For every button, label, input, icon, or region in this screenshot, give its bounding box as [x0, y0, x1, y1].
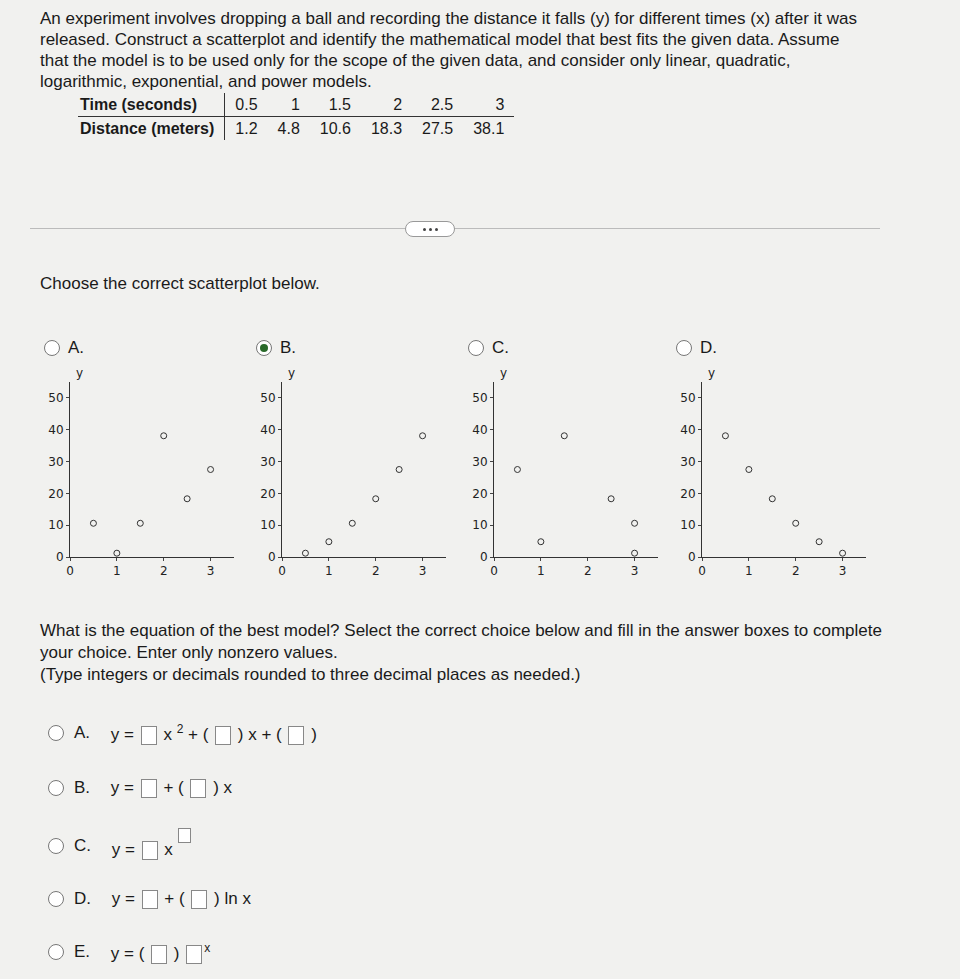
html-text:A.: A. — [68, 338, 85, 357]
html-text:) x: ) x — [208, 778, 237, 797]
svg-text:10: 10 — [260, 518, 275, 532]
html-text:10.6: 10.6 — [319, 120, 351, 137]
html-text:1.5: 1.5 — [328, 96, 351, 113]
html-text:) x + (: ) x + ( — [233, 724, 287, 744]
svg-text:2: 2 — [584, 564, 592, 578]
html-text:27.5: 27.5 — [422, 120, 454, 137]
html-text:y = (: y = ( — [106, 943, 149, 963]
svg-text:3: 3 — [419, 564, 427, 578]
html-text:x2+ (: x2+ ( — [158, 722, 214, 744]
html-text:18.3: 18.3 — [370, 120, 403, 137]
svg-text:20: 20 — [472, 487, 487, 501]
svg-text:50: 50 — [48, 391, 63, 405]
html-text:x: x — [159, 839, 178, 859]
html-text:0.5: 0.5 — [235, 96, 258, 113]
html-text:B.: B. — [280, 338, 297, 357]
svg-text:3: 3 — [207, 564, 215, 578]
svg-text:30: 30 — [48, 455, 63, 469]
svg-text:3: 3 — [631, 564, 639, 578]
svg-text:0: 0 — [278, 564, 286, 578]
html-text:(Type integers or decimals rou: (Type integers or decimals rounded to th… — [40, 665, 581, 684]
html-text:1.2: 1.2 — [235, 120, 258, 137]
svg-text:1: 1 — [537, 564, 545, 578]
svg-text:50: 50 — [680, 391, 695, 405]
html-text:A.: A. — [74, 723, 91, 743]
html-text:Distance (meters): Distance (meters) — [80, 120, 215, 137]
svg-text:30: 30 — [260, 455, 275, 469]
svg-text:1: 1 — [113, 564, 121, 578]
svg-text:20: 20 — [48, 487, 63, 501]
svg-text:1: 1 — [745, 564, 753, 578]
svg-text:20: 20 — [260, 487, 275, 501]
svg-text:10: 10 — [48, 518, 63, 532]
html-text:2: 2 — [393, 96, 403, 113]
html-text:4.8: 4.8 — [277, 120, 300, 137]
svg-text:y: y — [288, 366, 295, 380]
svg-text:0: 0 — [268, 550, 276, 564]
html-text:What is the equation of the be: What is the equation of the best model? … — [40, 621, 882, 662]
svg-text:2: 2 — [372, 564, 380, 578]
svg-text:50: 50 — [472, 391, 487, 405]
html-text:1: 1 — [290, 96, 300, 113]
html-text:3: 3 — [495, 96, 505, 113]
html-text:Choose the correct scatterplot: Choose the correct scatterplot below. — [40, 274, 320, 293]
html-text:y =: y = — [106, 778, 139, 797]
html-text:C.: C. — [492, 338, 509, 357]
svg-text:2: 2 — [160, 564, 168, 578]
html-text:38.1: 38.1 — [473, 120, 505, 137]
html-text:y =: y = — [107, 839, 140, 859]
html-text:E.: E. — [74, 942, 91, 962]
svg-text:y: y — [76, 366, 83, 380]
svg-text:0: 0 — [698, 564, 706, 578]
svg-text:40: 40 — [680, 423, 695, 437]
svg-text:10: 10 — [472, 518, 487, 532]
svg-text:10: 10 — [680, 518, 695, 532]
html-text:x: x — [204, 941, 211, 955]
svg-text:y: y — [708, 366, 715, 380]
svg-text:40: 40 — [260, 423, 275, 437]
html-text:An experiment involves droppin: An experiment involves dropping a ball a… — [40, 9, 857, 91]
html-text:D.: D. — [700, 338, 717, 357]
svg-text:40: 40 — [48, 423, 63, 437]
svg-text:20: 20 — [680, 487, 695, 501]
html-text:Time (seconds): Time (seconds) — [80, 96, 198, 113]
svg-text:50: 50 — [260, 391, 275, 405]
svg-text:1: 1 — [325, 564, 333, 578]
svg-text:0: 0 — [480, 550, 488, 564]
html-text:C.: C. — [74, 836, 91, 856]
svg-text:0: 0 — [66, 564, 74, 578]
html-text:2.5: 2.5 — [431, 96, 454, 113]
svg-text:2: 2 — [792, 564, 800, 578]
svg-text:30: 30 — [680, 455, 695, 469]
html-text:B.: B. — [74, 778, 91, 797]
html-text:) ln x: ) ln x — [209, 889, 256, 908]
svg-text:y: y — [500, 366, 507, 380]
svg-text:40: 40 — [472, 423, 487, 437]
html-text:D.: D. — [74, 889, 91, 908]
html-text:y =: y = — [106, 724, 139, 744]
svg-text:30: 30 — [472, 455, 487, 469]
svg-text:0: 0 — [490, 564, 498, 578]
svg-text:3: 3 — [839, 564, 847, 578]
svg-text:0: 0 — [56, 550, 64, 564]
html-text:y =: y = — [107, 889, 140, 908]
svg-text:0: 0 — [688, 550, 696, 564]
